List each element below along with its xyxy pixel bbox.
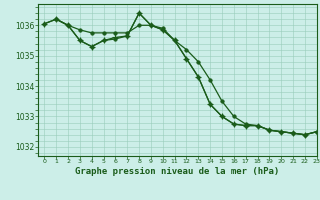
X-axis label: Graphe pression niveau de la mer (hPa): Graphe pression niveau de la mer (hPa): [76, 167, 280, 176]
